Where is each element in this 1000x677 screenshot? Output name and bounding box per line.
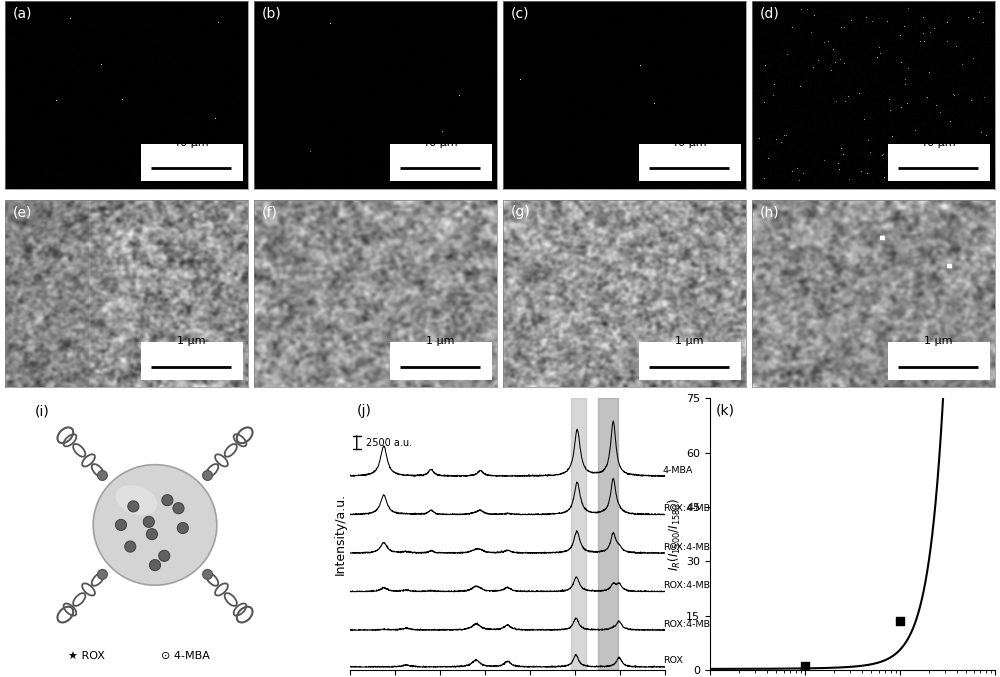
Text: 40 μm: 40 μm [173,137,209,148]
Text: 1 μm: 1 μm [177,336,205,346]
Circle shape [125,541,136,552]
Text: (i): (i) [34,404,49,418]
Ellipse shape [116,485,157,515]
Text: (k): (k) [716,403,735,418]
Circle shape [149,560,161,571]
Point [797,661,813,672]
Bar [888,144,990,181]
Text: (e): (e) [12,205,32,219]
Circle shape [143,517,154,527]
Circle shape [97,471,107,481]
Text: ROX:4-MBA=1:0.01: ROX:4-MBA=1:0.01 [663,619,755,628]
Text: (b): (b) [261,7,281,21]
Circle shape [97,569,107,580]
Circle shape [146,529,157,540]
Bar [141,343,243,380]
Bar [639,144,741,181]
Text: 40 μm: 40 μm [422,137,458,148]
Text: 2500 a.u.: 2500 a.u. [366,437,412,447]
Y-axis label: Intensity/a.u.: Intensity/a.u. [334,493,347,575]
Text: (g): (g) [510,205,530,219]
Y-axis label: $I_R(I_{1500}/I_{1580})$: $I_R(I_{1500}/I_{1580})$ [667,498,683,571]
Circle shape [162,495,173,506]
Text: (f): (f) [261,205,277,219]
Text: (c): (c) [510,7,529,21]
Circle shape [203,569,213,580]
Text: (j): (j) [356,403,371,418]
Circle shape [159,550,170,561]
Ellipse shape [93,464,217,585]
Bar [141,144,243,181]
Text: 40 μm: 40 μm [671,137,707,148]
Text: 1 μm: 1 μm [924,336,952,346]
Text: ROX:4-MBA=1:0.1: ROX:4-MBA=1:0.1 [663,581,748,590]
Text: (d): (d) [759,7,779,21]
Bar [570,398,586,670]
Text: ROX:4-MBA=1:10: ROX:4-MBA=1:10 [663,504,746,513]
Bar [390,144,492,181]
Text: 4-MBA: 4-MBA [663,466,693,475]
Text: ROX:4-MBA=1:1: ROX:4-MBA=1:1 [663,542,740,552]
Bar [888,343,990,380]
Bar [598,398,618,670]
Text: (h): (h) [759,205,779,219]
Point [892,616,908,627]
Circle shape [203,471,213,481]
Text: (a): (a) [12,7,32,21]
Text: 1 μm: 1 μm [426,336,454,346]
Text: ★ ROX: ★ ROX [68,651,105,661]
Text: ROX: ROX [663,657,683,665]
Text: ⊙ 4-MBA: ⊙ 4-MBA [161,651,210,661]
Circle shape [128,501,139,512]
Text: 40 μm: 40 μm [920,137,956,148]
Bar [390,343,492,380]
Circle shape [115,519,127,531]
Circle shape [177,523,188,533]
Circle shape [173,502,184,514]
Text: 1 μm: 1 μm [675,336,703,346]
Bar [639,343,741,380]
